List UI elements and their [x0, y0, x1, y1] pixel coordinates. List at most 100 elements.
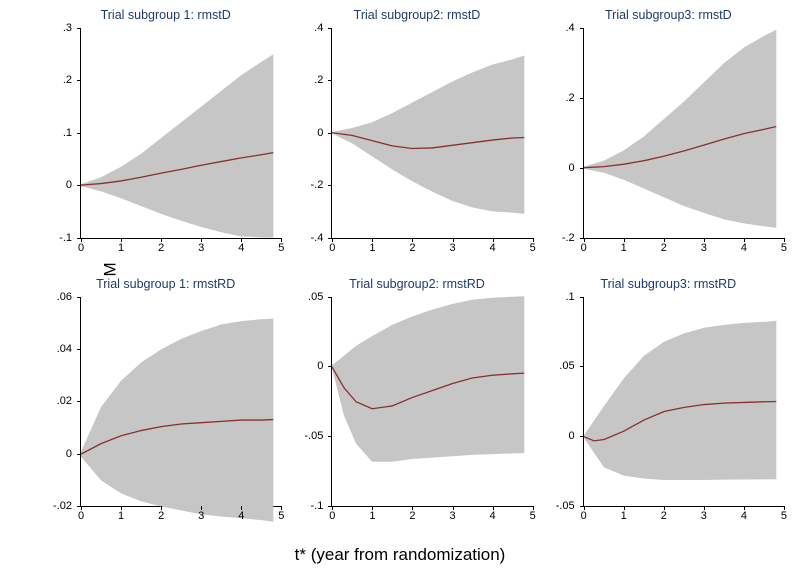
xtick-label: 1 [118, 510, 124, 522]
xtick-mark [241, 506, 242, 510]
xtick-label: 3 [701, 510, 707, 522]
xtick-mark [453, 238, 454, 242]
chart-svg [584, 297, 784, 507]
xtick-label: 4 [741, 242, 747, 254]
xtick-label: 0 [581, 510, 587, 522]
ytick-mark [77, 297, 81, 298]
xtick-label: 4 [238, 510, 244, 522]
ytick-label: -.05 [549, 500, 579, 512]
plot-area: -.050.05.1012345 [583, 297, 784, 508]
xtick-label: 0 [78, 242, 84, 254]
ytick-mark [77, 133, 81, 134]
ytick-mark [328, 297, 332, 298]
plot-area: -.20.2.4012345 [583, 28, 784, 239]
ytick-mark [580, 28, 584, 29]
xtick-label: 2 [409, 510, 415, 522]
xtick-mark [332, 238, 333, 242]
figure-container: Difference in RMST (years) t* (year from… [0, 0, 800, 571]
ytick-label: 0 [297, 360, 327, 372]
ytick-label: .2 [46, 74, 76, 86]
ytick-label: .05 [549, 360, 579, 372]
ytick-mark [77, 80, 81, 81]
ytick-label: 0 [549, 430, 579, 442]
xtick-mark [121, 506, 122, 510]
ytick-label: -.2 [297, 179, 327, 191]
ytick-label: .2 [549, 92, 579, 104]
xtick-mark [372, 506, 373, 510]
xtick-mark [784, 506, 785, 510]
xtick-mark [744, 506, 745, 510]
xtick-mark [664, 238, 665, 242]
panel-1: Trial subgroup2: rmstD -.4-.20.2.4012345 [297, 8, 536, 263]
panel-4: Trial subgroup2: rmstRD -.1-.050.05012345 [297, 277, 536, 532]
xtick-label: 3 [198, 510, 204, 522]
ytick-label: .04 [46, 343, 76, 355]
xtick-mark [81, 238, 82, 242]
panel-title: Trial subgroup2: rmstD [297, 8, 536, 22]
xtick-label: 4 [741, 510, 747, 522]
ytick-label: -.2 [549, 232, 579, 244]
ytick-label: .3 [46, 22, 76, 34]
xtick-mark [281, 506, 282, 510]
panel-title: Trial subgroup3: rmstD [549, 8, 788, 22]
confidence-band [584, 30, 776, 228]
ytick-mark [328, 133, 332, 134]
confidence-band [332, 296, 524, 462]
xtick-mark [332, 506, 333, 510]
plot-area: -.1-.050.05012345 [331, 297, 532, 508]
panel-0: Trial subgroup 1: rmstD-.10.1.2.3012345 [46, 8, 285, 263]
plot-area: -.020.02.04.06012345 [80, 297, 281, 508]
xtick-mark [81, 506, 82, 510]
xtick-label: 1 [621, 242, 627, 254]
xtick-label: 2 [158, 242, 164, 254]
xtick-label: 0 [329, 510, 335, 522]
ytick-mark [77, 185, 81, 186]
chart-svg [332, 297, 532, 507]
ytick-mark [580, 297, 584, 298]
xtick-mark [624, 506, 625, 510]
ytick-label: -.05 [297, 430, 327, 442]
chart-svg [332, 28, 532, 238]
ytick-mark [580, 168, 584, 169]
ytick-label: -.4 [297, 232, 327, 244]
xtick-mark [533, 238, 534, 242]
xtick-label: 1 [118, 242, 124, 254]
xtick-label: 5 [781, 242, 787, 254]
panel-title: Trial subgroup2: rmstRD [297, 277, 536, 291]
xtick-mark [372, 238, 373, 242]
xtick-label: 2 [661, 510, 667, 522]
panels-grid: Trial subgroup 1: rmstD-.10.1.2.3012345T… [46, 8, 788, 531]
xtick-mark [704, 506, 705, 510]
panel-title: Trial subgroup 1: rmstD [46, 8, 285, 22]
xtick-mark [584, 238, 585, 242]
xtick-label: 2 [158, 510, 164, 522]
xtick-mark [281, 238, 282, 242]
xtick-label: 4 [490, 242, 496, 254]
xtick-label: 1 [369, 510, 375, 522]
xtick-label: 5 [781, 510, 787, 522]
chart-svg [81, 297, 281, 507]
xtick-label: 1 [369, 242, 375, 254]
plot-area: -.4-.20.2.4012345 [331, 28, 532, 239]
xtick-mark [412, 506, 413, 510]
ytick-label: .4 [297, 22, 327, 34]
ytick-mark [77, 401, 81, 402]
xtick-mark [744, 238, 745, 242]
panel-title: Trial subgroup 1: rmstRD [46, 277, 285, 291]
xtick-label: 4 [490, 510, 496, 522]
ytick-mark [580, 98, 584, 99]
xtick-label: 5 [530, 510, 536, 522]
panel-5: Trial subgroup3: rmstRD -.050.05.1012345 [549, 277, 788, 532]
ytick-label: -.02 [46, 500, 76, 512]
xtick-mark [533, 506, 534, 510]
xtick-mark [493, 506, 494, 510]
panel-2: Trial subgroup3: rmstD -.20.2.4012345 [549, 8, 788, 263]
ytick-mark [328, 366, 332, 367]
xtick-label: 5 [530, 242, 536, 254]
ytick-mark [77, 28, 81, 29]
ytick-mark [580, 366, 584, 367]
xtick-mark [704, 238, 705, 242]
xtick-label: 4 [238, 242, 244, 254]
xtick-label: 1 [621, 510, 627, 522]
panel-title: Trial subgroup3: rmstRD [549, 277, 788, 291]
